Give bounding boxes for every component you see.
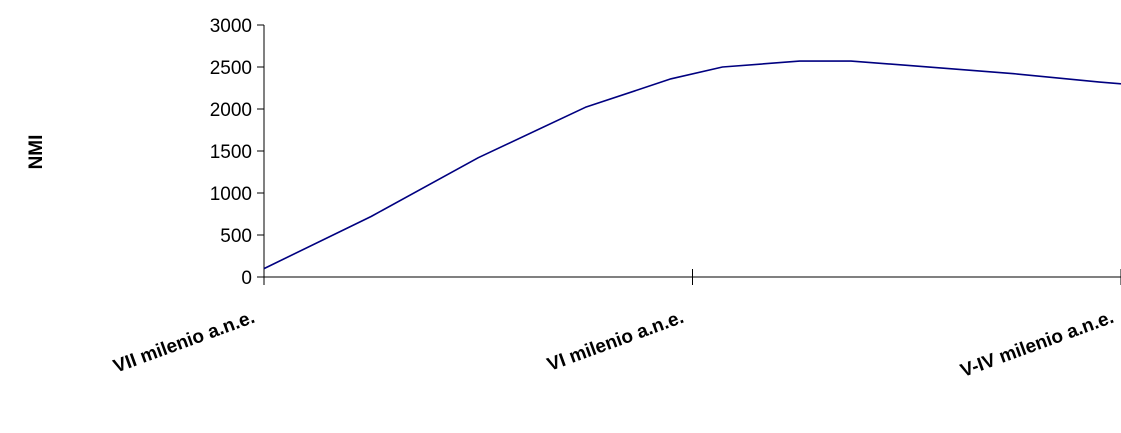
x-category-label: V-IV milenio a.n.e. bbox=[958, 307, 1117, 382]
y-tick-label: 2000 bbox=[210, 100, 252, 121]
series-line bbox=[263, 60, 1121, 270]
y-axis-title: NMI bbox=[26, 135, 47, 170]
y-tick-label: 0 bbox=[241, 268, 252, 289]
x-category-label: VI milenio a.n.e. bbox=[545, 307, 687, 376]
x-axis: VII milenio a.n.e. VI milenio a.n.e. V-IV … bbox=[111, 269, 1121, 382]
series-lines bbox=[263, 60, 1121, 270]
y-tick-label: 1000 bbox=[210, 184, 252, 205]
y-axis: 0 500 1000 1500 2000 2500 3000 bbox=[210, 16, 265, 289]
y-tick-label: 1500 bbox=[210, 142, 252, 163]
x-category-label: VII milenio a.n.e. bbox=[111, 307, 258, 378]
y-tick-label: 3000 bbox=[210, 16, 252, 37]
y-tick-label: 500 bbox=[220, 226, 252, 247]
y-tick-label: 2500 bbox=[210, 58, 252, 79]
